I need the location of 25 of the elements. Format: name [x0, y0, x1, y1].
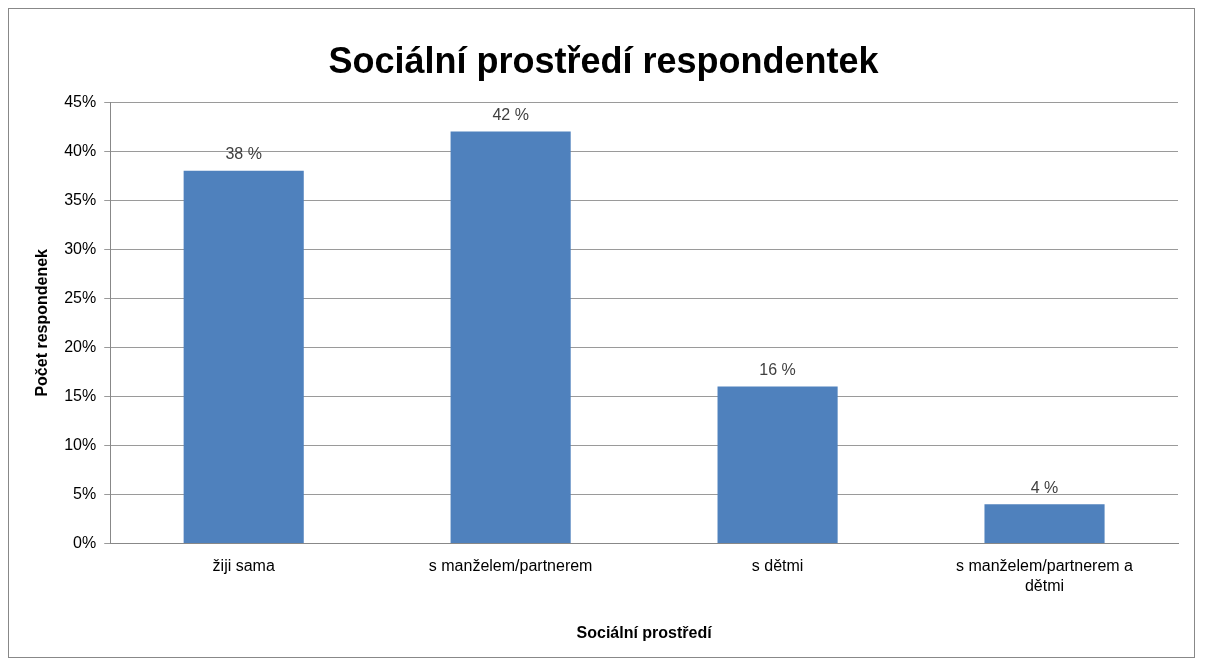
- x-tick-label: s dětmi: [751, 557, 804, 575]
- y-tick-label: 15%: [64, 386, 97, 404]
- data-label: 42 %: [492, 106, 529, 124]
- bar: [183, 170, 304, 543]
- x-tick-label: s manželem/partnerem a dětmi: [956, 557, 1134, 594]
- x-tick-label: žiji sama: [212, 557, 275, 575]
- y-tick-label: 30%: [64, 239, 97, 257]
- x-axis-title: Sociální prostředí: [576, 623, 713, 641]
- y-tick-label: 5%: [73, 484, 97, 502]
- bar: [984, 504, 1105, 543]
- data-label: 4 %: [1030, 478, 1059, 496]
- bar: [717, 386, 838, 543]
- y-tick-label: 10%: [64, 435, 97, 453]
- y-axis-title: Počet respondenek: [33, 248, 51, 397]
- y-tick-label: 35%: [64, 190, 97, 208]
- data-label: 38 %: [225, 145, 262, 163]
- bar: [450, 131, 571, 543]
- chart-title: Sociální prostředí respondentek: [328, 39, 880, 81]
- x-tick-label: s manželem/partnerem: [428, 557, 593, 575]
- y-tick-label: 45%: [64, 92, 97, 110]
- y-tick-label: 25%: [64, 288, 97, 306]
- y-tick-label: 40%: [64, 141, 97, 159]
- y-tick-label: 20%: [64, 337, 97, 355]
- data-label: 16 %: [759, 360, 796, 378]
- y-tick-label: 0%: [73, 533, 97, 551]
